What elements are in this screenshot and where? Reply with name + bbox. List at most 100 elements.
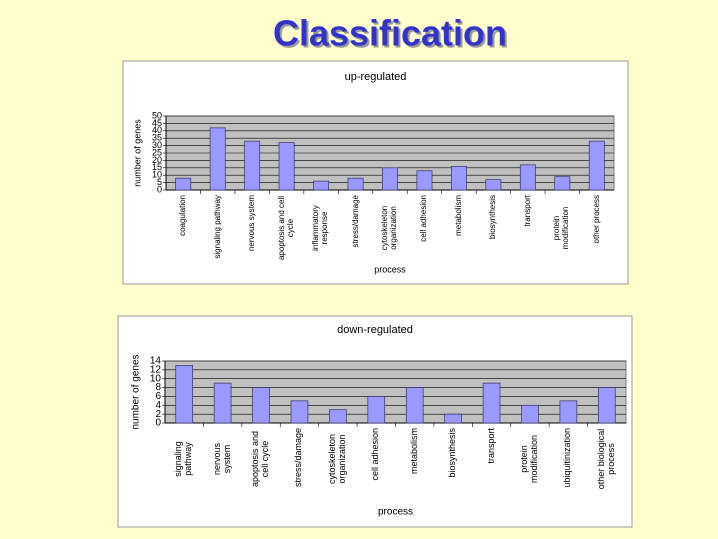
x-tick-label: transport <box>522 195 532 227</box>
bar <box>209 127 226 191</box>
y-tick-label: 10 <box>150 373 162 384</box>
x-tick-label: cytoskeleton organization <box>326 433 347 485</box>
x-tick-label-box: transport <box>479 428 505 490</box>
x-tick-label: nervous system <box>211 442 232 476</box>
y-tick-label: 0 <box>157 184 162 194</box>
x-tick-label-box: other process <box>584 195 610 261</box>
x-tick-label-box: nervous system <box>210 428 236 490</box>
slide-title: Classification <box>273 13 507 54</box>
x-tick-label: protein modification <box>519 434 539 484</box>
y-tick-label: 45 <box>152 118 162 128</box>
y-tick-label: 12 <box>150 364 162 375</box>
x-tick-label: metabolism <box>453 195 463 236</box>
bar <box>347 177 364 191</box>
x-tick-label-box: biosynthesis <box>480 195 506 261</box>
bar <box>521 404 539 424</box>
y-tick-label: 8 <box>155 382 161 393</box>
bar <box>382 167 398 191</box>
bar <box>244 140 261 191</box>
x-tick-label-box: cytoskeleton organization <box>377 195 403 261</box>
x-tick-label: other process <box>591 195 601 244</box>
y-tick-label: 35 <box>152 133 162 143</box>
y-axis-label: number of genes <box>132 119 142 187</box>
x-tick-label: cell adhesion <box>370 428 381 481</box>
x-tick-label: apoptosis and cell cycle <box>250 430 271 488</box>
x-tick-label: signaling pathway <box>173 441 194 477</box>
x-tick-label-box: apoptosis and cell cycle <box>274 195 300 261</box>
x-tick-label: cytoskeleton organization <box>380 205 398 251</box>
x-tick-label-box: metabolism <box>402 428 428 490</box>
x-axis-label: process <box>378 507 413 518</box>
chart-title: up-regulated <box>345 71 407 83</box>
bar <box>313 180 330 191</box>
bar <box>444 413 462 424</box>
y-tick-label: 0 <box>155 418 161 429</box>
x-tick-label-box: stress/damage <box>286 428 312 490</box>
x-tick-label: apoptosis and cell cycle <box>276 195 295 261</box>
x-tick-label-box: ubiquitinization <box>555 428 581 490</box>
bar <box>405 387 424 424</box>
y-tick-label: 40 <box>152 125 162 135</box>
bar <box>329 409 347 424</box>
y-tick-label: 25 <box>152 147 162 157</box>
x-tick-label: biosynthesis <box>447 428 458 478</box>
x-tick-label-box: other biological process <box>594 428 620 490</box>
x-tick-label: biosynthesis <box>487 195 497 240</box>
y-tick-label: 5 <box>157 177 162 187</box>
x-tick-label: stress/damage <box>350 195 360 248</box>
bar <box>175 177 192 191</box>
x-tick-label: stress/damage <box>293 428 304 488</box>
x-tick-label: cell adhesion <box>419 195 429 242</box>
bar <box>278 142 295 191</box>
bar <box>588 140 605 191</box>
bar <box>519 164 536 191</box>
bar <box>597 387 616 424</box>
y-tick-label: 15 <box>152 162 162 172</box>
x-tick-label: coagulation <box>177 195 187 236</box>
plot-area <box>164 360 627 424</box>
x-tick-label: metabolism <box>408 428 419 475</box>
bar <box>252 387 270 424</box>
x-tick-label-box: cytoskeleton organization <box>325 428 351 490</box>
bar <box>416 170 433 191</box>
x-tick-label: inflammatory response <box>311 205 330 251</box>
x-tick-label: protein modification <box>552 206 571 250</box>
x-tick-label: transport <box>485 428 496 464</box>
x-tick-label-box: inflammatory response <box>308 195 334 261</box>
bar <box>213 382 232 424</box>
x-tick-label-box: transport <box>515 195 541 261</box>
x-tick-label: other biological process <box>595 428 616 490</box>
x-tick-label: ubiquitinization <box>562 428 573 488</box>
x-tick-label-box: signaling pathway <box>171 428 197 490</box>
y-tick-label: 4 <box>155 400 161 411</box>
bar <box>482 382 501 424</box>
bar <box>450 165 467 191</box>
x-axis-label: process <box>374 264 406 274</box>
x-tick-label-box: apoptosis and cell cycle <box>248 428 274 490</box>
y-tick-label: 14 <box>150 356 162 367</box>
y-tick-label: 6 <box>155 391 161 402</box>
x-tick-label-box: signaling pathway <box>205 195 231 261</box>
x-tick-label-box: coagulation <box>170 195 196 261</box>
x-tick-label-box: protein modification <box>517 428 543 490</box>
x-tick-label-box: protein modification <box>549 195 575 261</box>
y-tick-label: 50 <box>152 110 162 120</box>
bar <box>485 179 502 191</box>
x-tick-label: nervous system <box>246 195 256 252</box>
y-axis-label: number of genes <box>131 354 142 429</box>
x-tick-label-box: cell adhesion <box>363 428 389 490</box>
y-tick-label: 20 <box>152 155 162 165</box>
bar <box>367 396 386 424</box>
bar <box>290 400 309 424</box>
y-tick-label: 2 <box>155 409 161 420</box>
x-tick-label-box: biosynthesis <box>440 428 466 490</box>
x-tick-label-box: stress/damage <box>343 195 369 261</box>
bar <box>554 176 571 191</box>
y-tick-label: 30 <box>152 140 162 150</box>
chart-title: down-regulated <box>337 324 413 336</box>
x-tick-label-box: cell adhesion <box>411 195 437 261</box>
y-tick-label: 10 <box>152 170 162 180</box>
bar <box>559 400 578 424</box>
